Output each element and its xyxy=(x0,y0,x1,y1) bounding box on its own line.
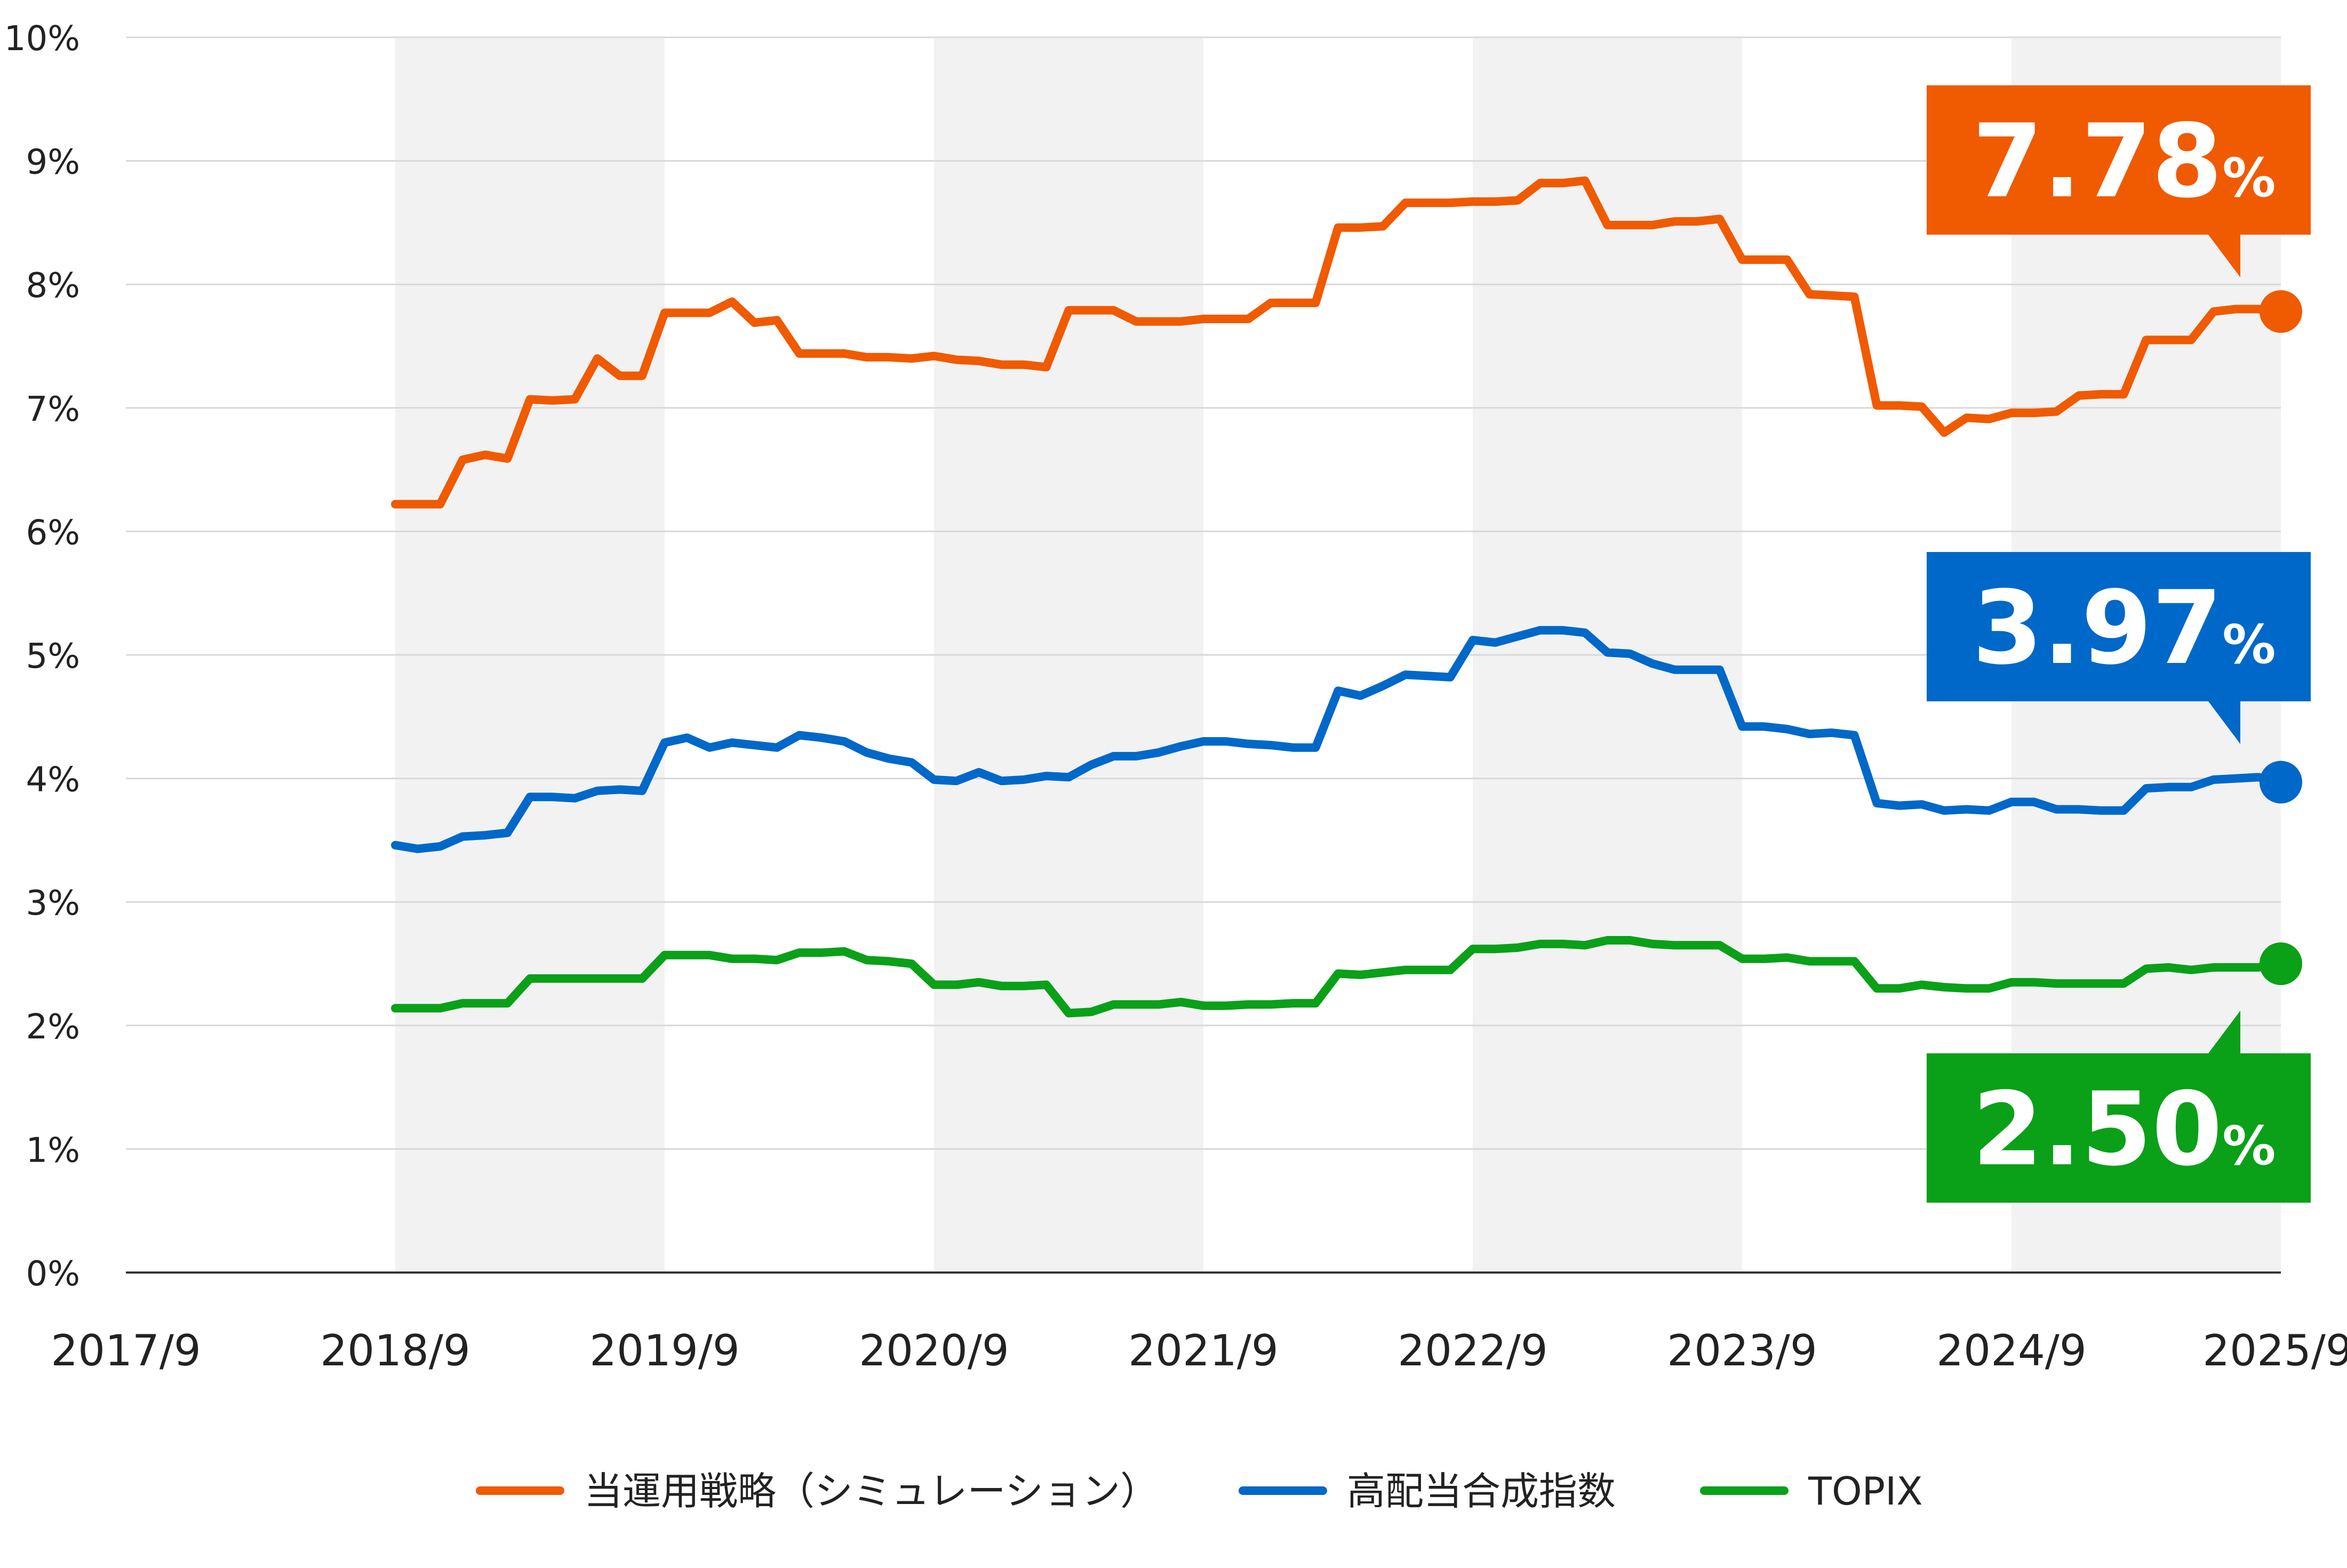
callout-number: 3.97 xyxy=(1973,569,2223,687)
x-tick-label: 2022/9 xyxy=(1398,1326,1547,1375)
callout-number: 7.78 xyxy=(1973,102,2223,220)
x-tick-label: 2024/9 xyxy=(1936,1326,2086,1375)
x-tick-label: 2019/9 xyxy=(589,1326,739,1375)
gridlines xyxy=(126,36,2281,1274)
series-line-2 xyxy=(391,936,2285,1018)
callout-2: 2.50% xyxy=(1927,1011,2311,1203)
legend-item-2: TOPIX xyxy=(1700,1469,1923,1514)
y-tick-label: 1% xyxy=(26,1131,80,1170)
value-callouts: 7.78%3.97%2.50% xyxy=(1927,85,2311,1203)
callout-tail xyxy=(2208,701,2240,744)
callout-tail xyxy=(2208,235,2240,277)
y-axis-tick-labels: 0% 1% 2% 3% 4% 5% 6% 7% 8% 9% 10% xyxy=(4,19,80,1294)
y-tick-label: 0% xyxy=(26,1254,80,1294)
callout-value: 7.78% xyxy=(1973,102,2276,220)
x-tick-label: 2023/9 xyxy=(1667,1326,1817,1375)
callout-0: 7.78% xyxy=(1927,85,2311,277)
y-tick-label: 4% xyxy=(26,761,80,800)
series-line-0 xyxy=(391,176,2285,509)
legend-item-0: 当運用戦略（シミュレーション） xyxy=(476,1469,1159,1514)
series-end-point-1 xyxy=(2260,761,2302,804)
x-tick-label: 2020/9 xyxy=(859,1326,1009,1375)
callout-1: 3.97% xyxy=(1927,552,2311,744)
y-tick-label: 7% xyxy=(26,390,80,429)
legend-label: 当運用戦略（シミュレーション） xyxy=(584,1469,1159,1514)
callout-unit: % xyxy=(2222,1115,2276,1177)
callout-box xyxy=(1927,85,2311,235)
x-tick-label: 2018/9 xyxy=(320,1326,470,1375)
callout-value: 2.50% xyxy=(1973,1070,2276,1188)
legend-label: 高配当合成指数 xyxy=(1347,1469,1616,1514)
legend: 当運用戦略（シミュレーション） 高配当合成指数 TOPIX xyxy=(476,1469,1923,1514)
callout-unit: % xyxy=(2222,613,2276,676)
x-tick-label: 2021/9 xyxy=(1128,1326,1278,1375)
y-tick-label: 10% xyxy=(4,19,80,59)
callout-number: 2.50 xyxy=(1973,1070,2223,1188)
legend-item-1: 高配当合成指数 xyxy=(1239,1469,1616,1514)
y-tick-label: 3% xyxy=(26,884,80,923)
callout-value: 3.97% xyxy=(1973,569,2276,687)
series-end-point-0 xyxy=(2260,290,2302,333)
y-tick-label: 9% xyxy=(26,143,80,182)
series-end-point-2 xyxy=(2260,942,2302,985)
callout-box xyxy=(1927,552,2311,701)
x-tick-label: 2017/9 xyxy=(51,1326,201,1375)
callout-unit: % xyxy=(2222,147,2276,209)
callout-tail xyxy=(2208,1011,2240,1053)
series-lines xyxy=(391,176,2302,1018)
x-axis-tick-labels: 2017/9 2018/9 2019/9 2020/9 2021/9 2022/9 2023… xyxy=(51,1326,2347,1375)
y-tick-label: 6% xyxy=(26,513,80,553)
y-tick-label: 2% xyxy=(26,1007,80,1047)
callout-box xyxy=(1927,1053,2311,1203)
y-tick-label: 5% xyxy=(26,637,80,676)
y-tick-label: 8% xyxy=(26,266,80,306)
x-tick-label: 2025/9 xyxy=(2202,1326,2347,1375)
series-line-1 xyxy=(391,626,2285,853)
legend-label: TOPIX xyxy=(1808,1469,1923,1514)
